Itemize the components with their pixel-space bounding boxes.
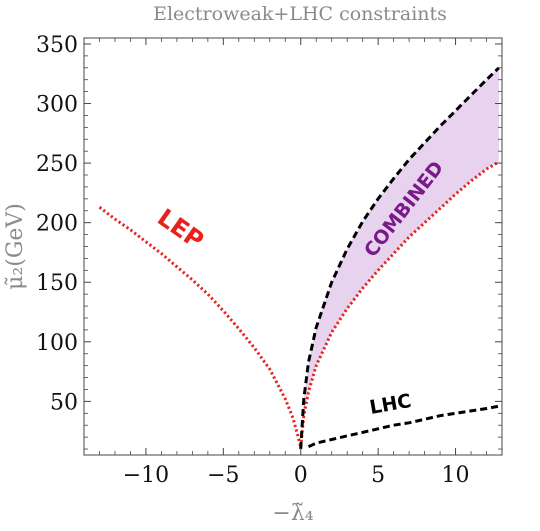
y-axis-label: μ̃₂(GeV) [3,203,28,290]
y-tick-label: 250 [36,152,78,177]
chart-title: Electroweak+LHC constraints [153,3,447,25]
series-line-lep-1 [299,160,500,447]
x-tick-label: −10 [123,463,169,488]
annotation-lhc: LHC [368,390,413,419]
x-axis-label: −λ̃₄ [272,501,313,526]
x-tick-label: 0 [294,463,308,488]
plot-frame [83,37,503,456]
y-tick-label: 100 [36,331,78,356]
series-line-lhc-2 [299,66,500,450]
combined-band [300,67,499,450]
series-line-lhc-3 [307,404,500,449]
y-tick-label: 150 [36,271,78,296]
y-tick-label: 300 [36,93,78,118]
series-line-lep-0 [98,206,303,448]
annotation-lep: LEP [152,203,208,254]
x-tick-label: 10 [442,463,470,488]
y-tick-label: 50 [50,390,78,415]
y-tick-label: 350 [36,33,78,58]
y-tick-label: 200 [36,212,78,237]
x-tick-label: −5 [207,463,239,488]
x-tick-label: 5 [371,463,385,488]
